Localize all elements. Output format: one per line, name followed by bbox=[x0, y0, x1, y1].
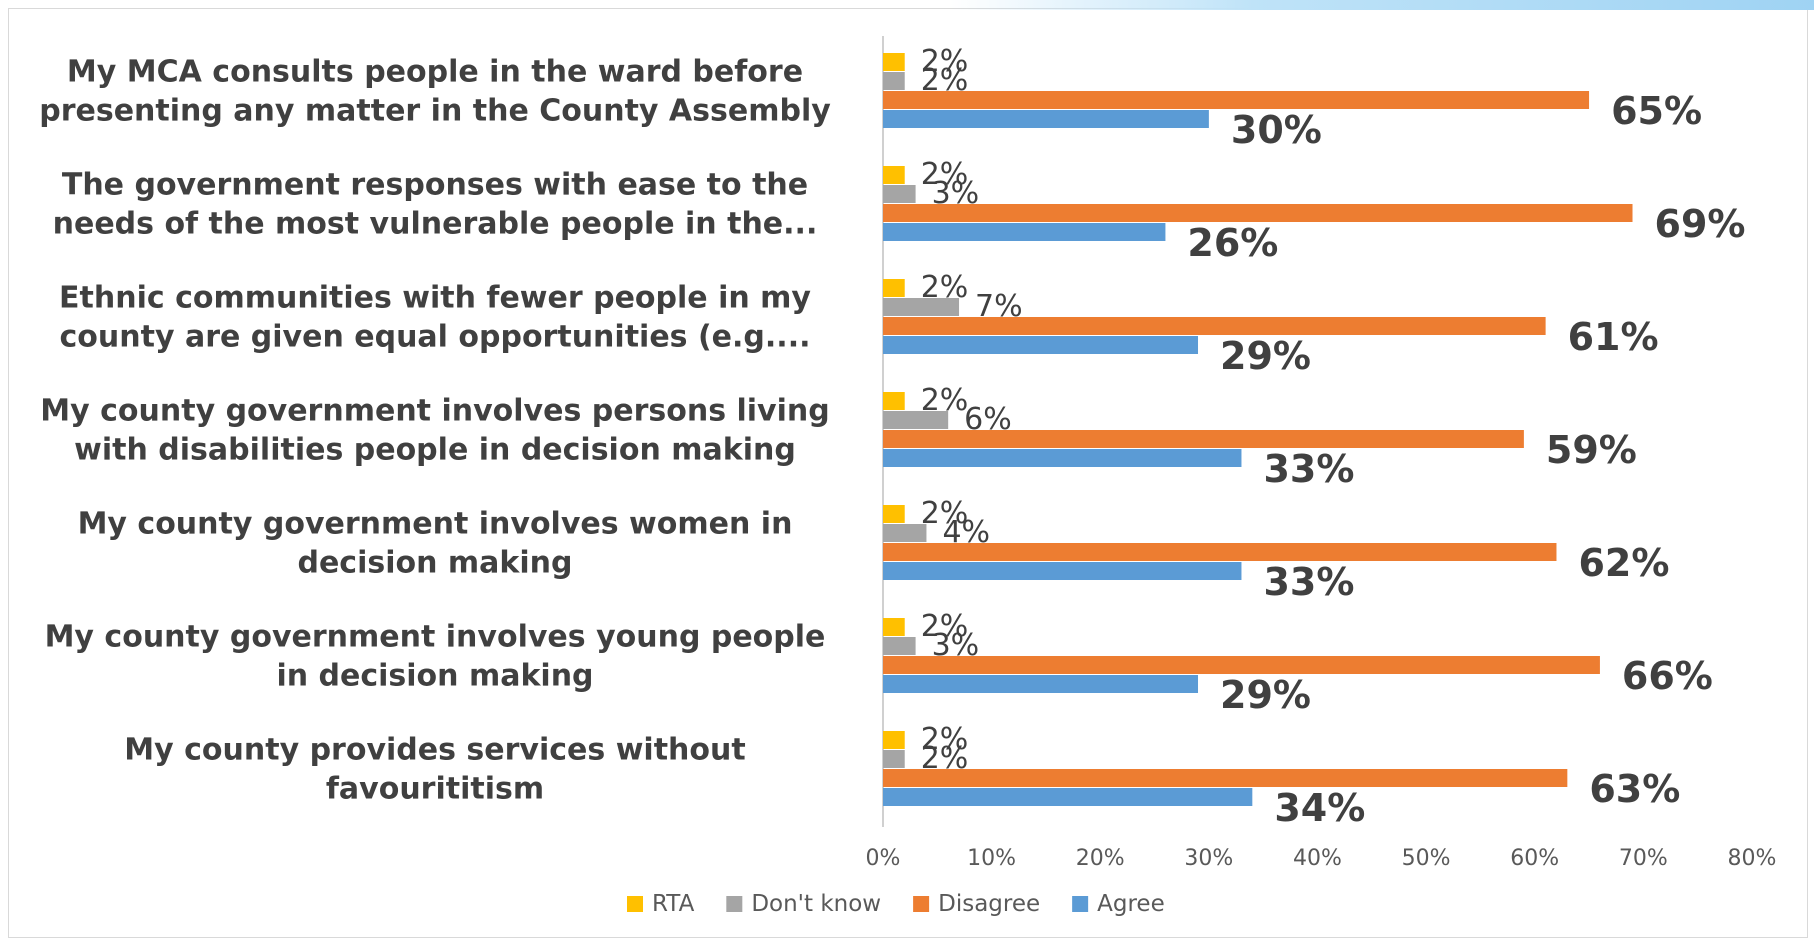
x-tick-label: 30% bbox=[1184, 846, 1233, 871]
data-label: 29% bbox=[1220, 673, 1311, 717]
bar-disagree bbox=[883, 430, 1524, 448]
bar-agree bbox=[883, 223, 1166, 241]
bar-rta bbox=[883, 505, 905, 523]
x-tick-label: 0% bbox=[866, 846, 901, 871]
category-label: Ethnic communities with fewer people in … bbox=[59, 281, 811, 316]
x-tick-label: 80% bbox=[1728, 846, 1777, 871]
x-tick-label: 10% bbox=[967, 846, 1016, 871]
category-label: presenting any matter in the County Asse… bbox=[39, 94, 831, 129]
bar-rta bbox=[883, 53, 905, 71]
bar-don-t-know bbox=[883, 72, 905, 90]
bar-agree bbox=[883, 449, 1242, 467]
bar-don-t-know bbox=[883, 298, 960, 316]
bar-disagree bbox=[883, 317, 1546, 335]
data-label: 2% bbox=[921, 44, 969, 79]
bar-disagree bbox=[883, 769, 1568, 787]
x-tick-label: 60% bbox=[1510, 846, 1559, 871]
data-label: 59% bbox=[1546, 428, 1637, 472]
bar-don-t-know bbox=[883, 637, 916, 655]
category-label: with disabilities people in decision mak… bbox=[74, 433, 796, 468]
bar-don-t-know bbox=[883, 411, 949, 429]
bar-disagree bbox=[883, 91, 1590, 109]
data-label: 2% bbox=[921, 157, 969, 192]
legend-label: Disagree bbox=[938, 891, 1040, 917]
data-label: 33% bbox=[1263, 447, 1354, 491]
bar-don-t-know bbox=[883, 524, 927, 542]
data-label: 2% bbox=[921, 722, 969, 757]
data-label: 63% bbox=[1589, 767, 1680, 811]
x-tick-label: 20% bbox=[1076, 846, 1125, 871]
bar-disagree bbox=[883, 656, 1600, 674]
category-label: My county provides services without bbox=[124, 733, 745, 768]
legend-label: RTA bbox=[652, 891, 695, 917]
category-label: in decision making bbox=[276, 659, 593, 694]
x-tick-label: 40% bbox=[1293, 846, 1342, 871]
bar-rta bbox=[883, 618, 905, 636]
category-label: favourititism bbox=[326, 772, 544, 807]
legend-swatch bbox=[1072, 896, 1089, 912]
bar-disagree bbox=[883, 204, 1633, 222]
data-label: 2% bbox=[921, 609, 969, 644]
category-label: My county government involves persons li… bbox=[40, 394, 829, 429]
category-label: county are given equal opportunities (e.… bbox=[60, 320, 811, 355]
bar-rta bbox=[883, 166, 905, 184]
bar-agree bbox=[883, 675, 1199, 693]
data-label: 26% bbox=[1187, 221, 1278, 265]
bar-don-t-know bbox=[883, 185, 916, 203]
category-label: My county government involves women in bbox=[78, 507, 793, 542]
top-decoration bbox=[950, 0, 1814, 10]
bar-agree bbox=[883, 110, 1209, 128]
bar-don-t-know bbox=[883, 750, 905, 768]
category-label: decision making bbox=[297, 546, 572, 581]
data-label: 66% bbox=[1622, 654, 1713, 698]
data-label: 29% bbox=[1220, 334, 1311, 378]
data-label: 65% bbox=[1611, 89, 1702, 133]
data-label: 30% bbox=[1231, 108, 1322, 152]
data-label: 34% bbox=[1274, 786, 1365, 830]
legend-swatch bbox=[913, 896, 930, 912]
data-label: 2% bbox=[921, 496, 969, 531]
data-label: 61% bbox=[1568, 315, 1659, 359]
x-tick-label: 70% bbox=[1619, 846, 1668, 871]
category-label: needs of the most vulnerable people in t… bbox=[53, 207, 818, 242]
bar-rta bbox=[883, 392, 905, 410]
bar-agree bbox=[883, 788, 1253, 806]
legend-label: Don't know bbox=[751, 891, 881, 917]
legend-swatch bbox=[726, 896, 743, 912]
category-label: My county government involves young peop… bbox=[45, 620, 826, 655]
x-tick-label: 50% bbox=[1402, 846, 1451, 871]
bar-rta bbox=[883, 731, 905, 749]
bar-agree bbox=[883, 336, 1199, 354]
bar-disagree bbox=[883, 543, 1557, 561]
bar-agree bbox=[883, 562, 1242, 580]
data-label: 33% bbox=[1263, 560, 1354, 604]
legend-label: Agree bbox=[1097, 891, 1165, 917]
category-label: My MCA consults people in the ward befor… bbox=[67, 55, 803, 90]
legend-swatch bbox=[627, 896, 643, 912]
bar-rta bbox=[883, 279, 905, 297]
data-label: 62% bbox=[1578, 541, 1669, 585]
data-label: 69% bbox=[1655, 202, 1746, 246]
category-label: The government responses with ease to th… bbox=[62, 168, 808, 203]
